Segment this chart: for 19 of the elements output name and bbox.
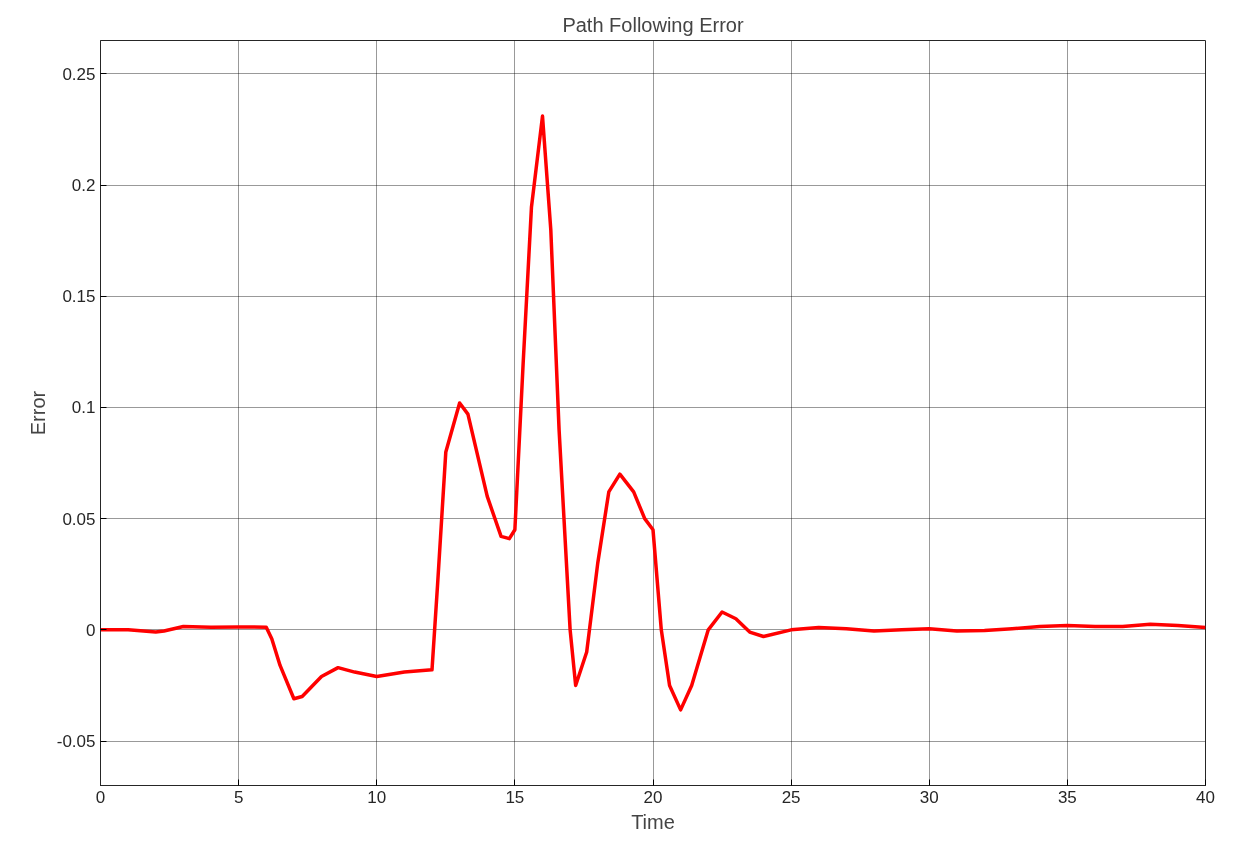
y-tick-label: 0.15 [62,287,96,307]
y-tick-label: 0.1 [71,398,96,418]
y-tick-label: 0 [86,620,96,640]
line-series [100,114,1206,712]
y-axis-title: Error [26,390,49,436]
x-tick-label: 30 [919,787,939,807]
chart-title: Path Following Error [562,13,744,36]
x-tick-label: 20 [643,787,663,807]
y-tick-label: 0.25 [62,64,96,84]
x-tick-label: 35 [1057,787,1077,807]
x-axis-title: Time [631,810,675,833]
x-tick-label: 5 [233,787,244,807]
x-tick-label: 25 [781,787,801,807]
x-tick-label: 40 [1196,787,1215,807]
x-tick-label: 10 [367,787,387,807]
y-tick-label: 0.05 [62,509,96,529]
y-tick-label: 0.2 [71,176,96,196]
y-tick-label: -0.05 [56,732,96,752]
x-tick-label: 15 [505,787,525,807]
